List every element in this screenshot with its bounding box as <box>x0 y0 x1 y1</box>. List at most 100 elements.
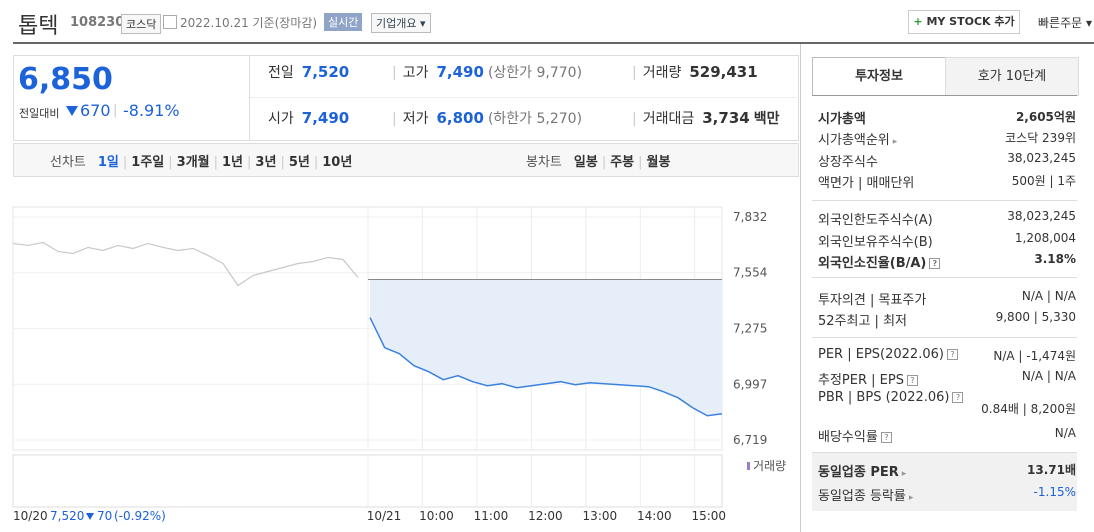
tab-active[interactable]: 투자정보 <box>812 57 946 96</box>
field-extra: (하한가 5,270) <box>487 111 583 127</box>
tab-item[interactable]: 월봉 <box>646 155 671 170</box>
info-label-wrap: 외국인보유주식수(B) <box>818 231 933 250</box>
tab-item[interactable]: 1년 <box>222 155 244 170</box>
info-value: 9,800 | 5,330 <box>995 310 1076 324</box>
tab-sep: | <box>601 155 607 170</box>
info-label-wrap: 액면가 | 매매단위 <box>818 172 914 191</box>
tab-item[interactable]: 5년 <box>288 155 310 170</box>
info-row: 배당수익률? N/A <box>818 426 1076 446</box>
tab-item[interactable]: 1주일 <box>131 155 165 170</box>
tab-item[interactable]: 3년 <box>255 155 277 170</box>
tab-group: 선차트 1일 | 1주일 | 3개월 | 1년 | 3년 | 5년 | 10년 <box>50 151 352 170</box>
field-value: 7,490 <box>436 63 484 81</box>
field-sep: | <box>632 65 637 81</box>
info-label-wrap: 투자의견 | 목표주가 <box>818 289 926 308</box>
field-label: 거래량 <box>642 65 682 81</box>
x-tick-label: 15:00 <box>691 509 726 523</box>
info-label-wrap: PBR | BPS (2022.06)? <box>818 390 964 405</box>
info-label: 액면가 | 매매단위 <box>818 176 915 191</box>
realtime-badge[interactable]: 실시간 <box>324 13 363 31</box>
tab-sep: | <box>247 155 252 170</box>
field-label: 거래대금 <box>642 111 695 127</box>
info-label-wrap: 시가총액 <box>818 108 866 127</box>
section-rule <box>812 277 1077 278</box>
x-tick-label: 11:00 <box>474 509 509 523</box>
tab-item[interactable]: 주봉 <box>610 155 635 170</box>
tab-item[interactable]: 일봉 <box>573 155 598 170</box>
date: 2022.10.21 기준(장마감) <box>180 16 318 30</box>
tab[interactable]: 호가 10단계 <box>945 57 1079 96</box>
quick-order[interactable]: 빠른주문 ▾ <box>1038 16 1093 30</box>
field-value: 7,490 <box>301 109 350 127</box>
overview-button[interactable]: 기업개요 ▾ <box>371 13 431 33</box>
info-label-wrap: 52주최고 | 최저 <box>818 310 907 329</box>
mystock-text: MY STOCK 추가 <box>926 15 1015 28</box>
info-label-wrap: 추정PER | EPS? <box>818 369 918 388</box>
info-row: 투자의견 | 목표주가 N/A | N/A <box>818 289 1076 309</box>
tab-item[interactable]: 10년 <box>322 155 353 170</box>
help-icon[interactable]: ? <box>952 392 964 403</box>
tab-sep: | <box>280 155 285 170</box>
info-row: 시가총액 2,605억원 <box>818 108 1076 128</box>
change-rate: -8.91% <box>123 101 180 120</box>
info-label[interactable]: 동일업종 등락률 <box>818 489 906 504</box>
tab-rule <box>812 95 1077 96</box>
field-label: 저가 <box>402 111 429 127</box>
info-label[interactable]: 시가총액순위 <box>818 133 890 148</box>
down-arrow <box>86 513 94 520</box>
info-label: 상장주식수 <box>818 155 878 170</box>
field-unit: 백만 <box>753 111 780 127</box>
arrow-icon: ▸ <box>908 493 914 503</box>
tab-sep: | <box>122 155 128 170</box>
tab-sep: | <box>213 155 219 170</box>
tab-group: 봉차트 일봉 | 주봉 | 월봉 <box>526 151 670 170</box>
prev-day-line <box>12 241 359 287</box>
field-sep: | <box>392 65 397 81</box>
quote-field: 시가 7,490 <box>268 108 349 128</box>
info-row: 동일업종 등락률 ▸ -1.15% <box>818 485 1076 505</box>
info-label: 외국인소진율(B/A) <box>818 256 927 271</box>
help-icon[interactable]: ? <box>906 375 918 386</box>
price-chart: 거래량 10/21 10:00 11:00 12:00 13:00 14:00 15:00 7… <box>12 206 786 523</box>
today-line <box>369 317 723 417</box>
section-rule <box>812 200 1077 201</box>
info-label: 추정PER | EPS <box>818 373 904 388</box>
info-row: 액면가 | 매매단위 500원 | 1주 <box>818 172 1076 192</box>
help-icon[interactable]: ? <box>946 349 958 360</box>
info-label[interactable]: 동일업종 PER <box>818 465 899 480</box>
y-tick-label: 7,275 <box>733 322 767 336</box>
info-value: 38,023,245 <box>1007 151 1076 165</box>
field-sep: | <box>632 111 637 127</box>
volume-label: 거래량 <box>753 459 786 473</box>
x-tick-label: 10:00 <box>419 509 454 523</box>
x-tick-label: 12:00 <box>528 509 563 523</box>
quote-field: 전일 7,520 <box>268 62 349 82</box>
field-value: 7,520 <box>301 63 350 81</box>
sep: | <box>113 103 118 118</box>
info-label: PBR | BPS (2022.06) <box>818 390 950 405</box>
info-label: 52주최고 | 최저 <box>818 314 907 329</box>
y-tick-label: 7,554 <box>733 266 767 280</box>
info-label: 투자의견 | 목표주가 <box>818 293 927 308</box>
tab-text: 호가 10단계 <box>977 69 1047 84</box>
info-label-wrap: 동일업종 등락률 ▸ <box>818 485 913 504</box>
arrow-icon: ▸ <box>901 469 907 479</box>
chart-tabs <box>13 143 799 177</box>
info-label: 배당수익률 <box>818 430 878 445</box>
info-label-wrap: 외국인소진율(B/A)? <box>818 252 941 271</box>
volume-legend-swatch <box>747 462 750 470</box>
footer-close: 7,520 <box>50 509 84 523</box>
info-value: 13.71배 <box>1027 463 1076 477</box>
info-label: 시가총액 <box>818 112 866 127</box>
quote-field: | 고가 7,490 (상한가 9,770) <box>392 62 582 82</box>
info-label: 외국인보유주식수(B) <box>818 235 933 250</box>
info-row: PBR | BPS (2022.06)? 0.84배 | 8,200원 <box>818 390 1076 416</box>
grid-rule <box>250 97 797 98</box>
tab-item[interactable]: 3개월 <box>176 155 210 170</box>
help-icon[interactable]: ? <box>929 258 941 269</box>
field-value: 529,431 <box>689 63 758 81</box>
tab-item[interactable]: 1일 <box>97 155 119 170</box>
field-label: 고가 <box>402 65 429 81</box>
help-icon[interactable]: ? <box>880 432 892 443</box>
mystock-button[interactable]: + MY STOCK 추가 <box>908 10 1020 34</box>
